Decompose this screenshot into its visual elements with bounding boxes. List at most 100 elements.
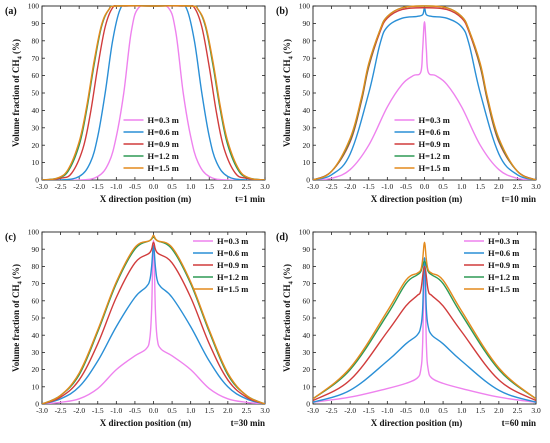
series-line-h-1-5-m: [42, 5, 265, 180]
y-tick-label: 0: [306, 400, 310, 409]
x-tick-label: -2.0: [73, 406, 85, 415]
x-tick-label: -3.0: [36, 406, 48, 415]
y-tick-label: 100: [28, 2, 40, 11]
series-line-h-1-2-m: [42, 236, 265, 404]
x-tick-label: -3.0: [307, 182, 319, 191]
x-tick-label: 0.0: [149, 406, 159, 415]
y-tick-label: 30: [32, 348, 40, 357]
x-tick-label: 0.5: [438, 182, 448, 191]
x-tick-label: -0.5: [400, 182, 412, 191]
y-tick-label: 50: [303, 89, 311, 98]
x-tick-label: 2.0: [223, 406, 233, 415]
series-line-h-0-9-m: [42, 241, 265, 404]
panel-label: (c): [5, 232, 16, 243]
x-tick-label: -3.0: [307, 406, 319, 415]
x-tick-label: -2.0: [73, 182, 85, 191]
y-tick-label: 60: [32, 71, 40, 80]
legend-label-h-0-3-m: H=0.3 m: [217, 236, 248, 246]
x-tick-label: -1.5: [363, 406, 375, 415]
x-tick-label: -2.5: [326, 406, 338, 415]
y-tick-label: 70: [32, 279, 40, 288]
x-tick-label: 0.5: [167, 182, 177, 191]
x-tick-label: 3.0: [260, 406, 270, 415]
panel-label: (b): [276, 6, 288, 17]
series-group: [42, 5, 265, 180]
y-tick-label: 100: [299, 228, 311, 237]
x-tick-label: -1.5: [363, 182, 375, 191]
x-tick-label: 2.0: [223, 182, 233, 191]
y-tick-label: 90: [32, 19, 40, 28]
legend-label-h-1-5-m: H=1.5 m: [488, 284, 519, 294]
legend-label-h-0-6-m: H=0.6 m: [148, 127, 179, 137]
x-tick-label: -2.0: [344, 406, 356, 415]
y-tick-label: 30: [32, 123, 40, 132]
x-tick-label: -1.5: [92, 406, 104, 415]
y-tick-label: 40: [32, 106, 40, 115]
y-tick-label: 30: [303, 123, 311, 132]
legend-label-h-0-3-m: H=0.3 m: [148, 115, 179, 125]
y-tick-label: 10: [32, 382, 40, 391]
legend-label-h-0-6-m: H=0.6 m: [488, 248, 519, 258]
panel-label: (d): [276, 232, 288, 243]
x-axis-label: X direction position (m): [100, 194, 192, 204]
x-tick-label: 1.0: [186, 182, 196, 191]
y-tick-label: 0: [35, 176, 39, 185]
x-tick-label: -0.5: [400, 406, 412, 415]
y-tick-label: 50: [32, 89, 40, 98]
time-label: t=10 min: [502, 194, 536, 204]
x-tick-label: 3.0: [531, 406, 541, 415]
legend-label-h-0-9-m: H=0.9 m: [217, 260, 248, 270]
x-tick-label: 0.5: [167, 406, 177, 415]
x-tick-label: 3.0: [531, 182, 541, 191]
panel-label: (a): [5, 6, 17, 17]
legend-label-h-1-2-m: H=1.2 m: [217, 272, 248, 282]
y-tick-label: 20: [32, 141, 40, 150]
series-line-h-0-3-m: [313, 20, 536, 180]
x-tick-label: 0.0: [420, 182, 430, 191]
x-tick-label: 2.5: [513, 406, 523, 415]
x-tick-label: 2.5: [242, 406, 252, 415]
chart-panel: -3.0 -2.5 -2.0 -1.5 -1.0 -0.5 0.0 0.5 1.0 1.5 2.0 2…: [5, 2, 270, 204]
series-line-h-0-3-m: [42, 239, 265, 404]
legend-label-h-0-6-m: H=0.6 m: [419, 127, 450, 137]
legend: H=0.3 m H=0.6 m H=0.9 m H=1.2 m H=1.5 m: [123, 115, 179, 173]
legend-label-h-1-2-m: H=1.2 m: [419, 151, 450, 161]
x-tick-label: 1.5: [205, 406, 215, 415]
x-tick-label: 0.5: [438, 406, 448, 415]
x-tick-label: 3.0: [260, 182, 270, 191]
legend-label-h-0-3-m: H=0.3 m: [488, 236, 519, 246]
chart-panel: -3.0 -2.5 -2.0 -1.5 -1.0 -0.5 0.0 0.5 1.0 1.5 2.0 2…: [276, 2, 541, 204]
y-tick-label: 60: [303, 296, 311, 305]
x-tick-label: 0.0: [420, 406, 430, 415]
legend-label-h-1-2-m: H=1.2 m: [148, 151, 179, 161]
y-tick-label: 70: [32, 54, 40, 63]
x-tick-label: 1.5: [476, 182, 486, 191]
x-tick-label: -2.5: [326, 182, 338, 191]
x-tick-label: 2.0: [494, 182, 504, 191]
x-tick-label: -1.0: [110, 406, 122, 415]
x-tick-label: -1.5: [92, 182, 104, 191]
x-tick-label: -2.0: [344, 182, 356, 191]
series-line-h-1-2-m: [313, 260, 536, 400]
y-tick-label: 20: [303, 141, 311, 150]
chart-panel: -3.0 -2.5 -2.0 -1.5 -1.0 -0.5 0.0 0.5 1.0 1.5 2.0 2…: [5, 228, 270, 428]
x-tick-label: 1.0: [457, 182, 467, 191]
series-group: [42, 234, 265, 404]
y-tick-label: 60: [32, 296, 40, 305]
y-axis-label: Volume fraction of CH4 (%): [282, 264, 295, 372]
series-line-h-0-9-m: [313, 265, 536, 402]
y-tick-label: 0: [306, 176, 310, 185]
y-axis-label: Volume fraction of CH4 (%): [282, 39, 295, 147]
x-tick-label: -0.5: [129, 406, 141, 415]
legend-label-h-0-6-m: H=0.6 m: [217, 248, 248, 258]
y-tick-label: 90: [32, 245, 40, 254]
legend-label-h-1-5-m: H=1.5 m: [148, 163, 179, 173]
x-tick-label: -1.0: [110, 182, 122, 191]
legend-label-h-1-5-m: H=1.5 m: [419, 163, 450, 173]
y-tick-label: 80: [303, 262, 311, 271]
x-tick-label: 2.5: [242, 182, 252, 191]
y-tick-label: 10: [303, 382, 311, 391]
legend-label-h-1-2-m: H=1.2 m: [488, 272, 519, 282]
x-tick-label: 1.5: [205, 182, 215, 191]
